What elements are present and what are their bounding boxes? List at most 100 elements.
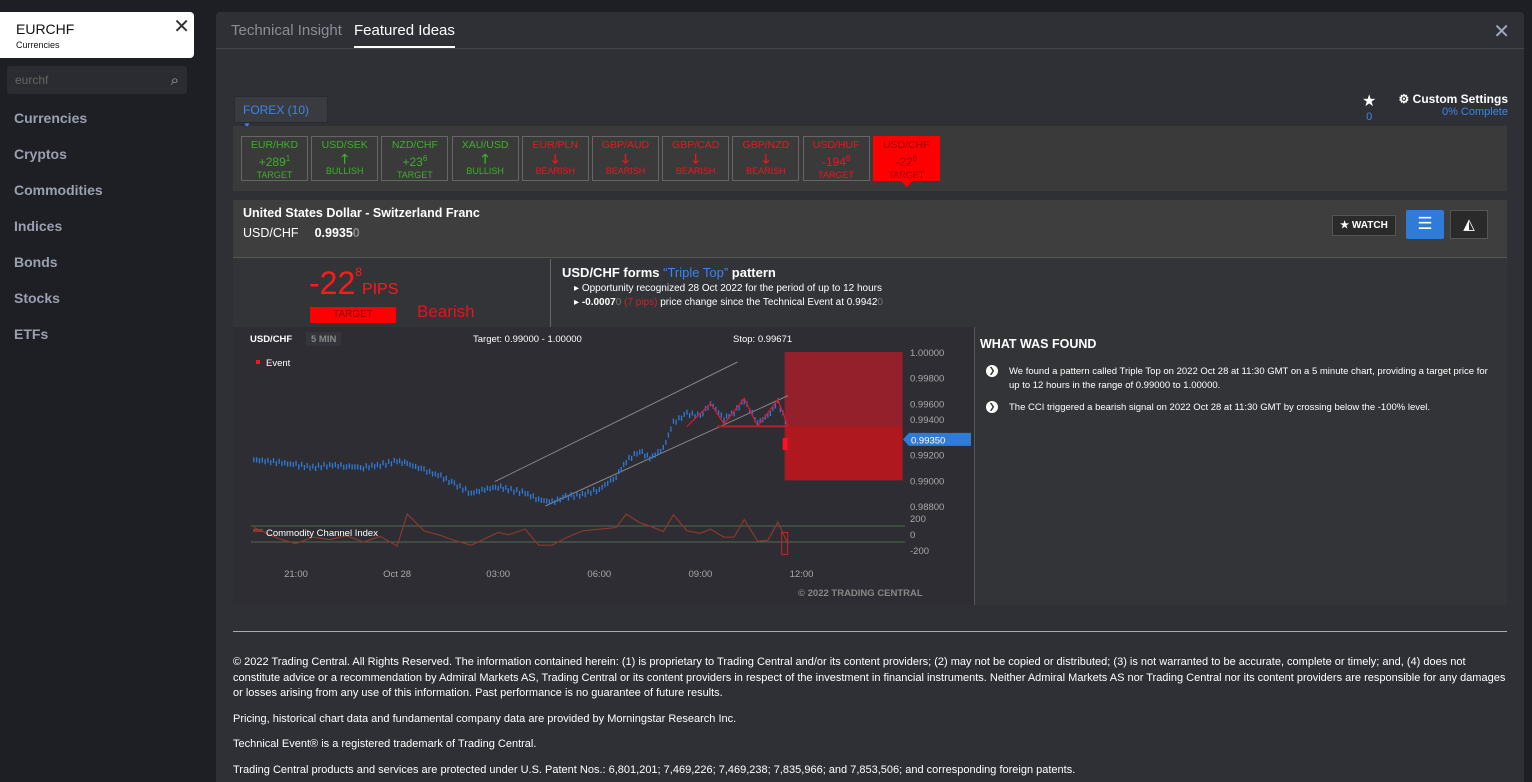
chart-copyright: © 2022 TRADING CENTRAL — [798, 588, 923, 599]
found-item: We found a pattern called Triple Top on … — [1009, 366, 1488, 391]
tab-bar: Technical Insight Featured Ideas ✕ — [216, 12, 1524, 49]
idea-value: +2891 — [242, 152, 307, 169]
cci-event-marker — [781, 531, 789, 555]
idea-label: BEARISH — [605, 166, 646, 176]
idea-label: TARGET — [888, 170, 925, 180]
idea-pair: GBP/NZD — [742, 139, 790, 151]
arrow-up-icon: 🡑 — [481, 151, 489, 166]
idea-value-number: +23 — [402, 155, 423, 169]
idea-pair: GBP/CAD — [672, 139, 720, 151]
disclaimer: © 2022 Trading Central. All Rights Reser… — [233, 655, 1513, 782]
idea-tile-gbpnzd[interactable]: GBP/NZD 🡓 BEARISH — [732, 136, 800, 181]
sidebar-item-bonds[interactable]: Bonds — [14, 254, 58, 270]
price-chart[interactable]: 1.00000 0.99800 0.99600 0.99400 0.99200 0.990… — [233, 327, 975, 605]
idea-tile-usdhuf[interactable]: USD/HUF -1948 TARGET — [802, 136, 870, 181]
channel-lower — [545, 395, 789, 507]
sidebar-item-cryptos[interactable]: Cryptos — [14, 146, 67, 162]
found-title: WHAT WAS FOUND — [980, 337, 1097, 351]
custom-settings-label: Custom Settings — [1412, 92, 1508, 106]
list-icon: ☰ — [1417, 214, 1433, 233]
idea-label: BEARISH — [675, 166, 716, 176]
x-tick-label: 09:00 — [689, 569, 713, 580]
sidebar-item-indices[interactable]: Indices — [14, 218, 63, 234]
idea-label: BEARISH — [535, 166, 576, 176]
x-tick-label: 06:00 — [587, 569, 611, 580]
instrument-price-pipette: 0 — [352, 226, 360, 240]
instrument-name: United States Dollar - Switzerland Franc — [243, 206, 480, 220]
current-price-label: 0.99350 — [911, 435, 945, 446]
y-tick-label: 0.99400 — [910, 415, 944, 426]
pattern-title-suffix: pattern — [728, 265, 776, 280]
sidebar-item-etfs[interactable]: ETFs — [14, 326, 49, 342]
chevron-down-icon: ▼ — [243, 121, 251, 130]
idea-pair: EUR/HKD — [250, 139, 299, 151]
idea-tile-gbpcad[interactable]: GBP/CAD 🡓 BEARISH — [662, 136, 730, 181]
sidebar-item-currencies[interactable]: Currencies — [14, 110, 88, 126]
sidebar-item-stocks[interactable]: Stocks — [14, 290, 60, 306]
target-zone-upper — [784, 352, 903, 427]
search-box: ⌕ — [7, 66, 187, 94]
channel-upper — [494, 361, 738, 483]
idea-tile-xauusd[interactable]: XAU/USD 🡑 BULLISH — [451, 136, 519, 181]
custom-settings[interactable]: ⚙ Custom Settings 0% Complete — [1399, 92, 1508, 118]
idea-tile-gbpaud[interactable]: GBP/AUD 🡓 BEARISH — [592, 136, 659, 181]
arrow-down-icon: 🡓 — [762, 151, 770, 166]
pips-summary: -228 PIPS TARGET Bearish — [233, 259, 551, 327]
chart-interval: 5 MIN — [311, 334, 336, 345]
y-tick-label: 0.99800 — [910, 374, 944, 385]
x-tick-label: 03:00 — [486, 569, 510, 580]
chart-svg: 1.00000 0.99800 0.99600 0.99400 0.99200 0.990… — [250, 332, 971, 599]
chart-target: Target: 0.99000 - 1.00000 — [473, 334, 582, 345]
search-icon[interactable]: ⌕ — [170, 71, 179, 89]
idea-label: TARGET — [396, 170, 433, 180]
idea-pair: EUR/PLN — [532, 139, 579, 151]
close-icon[interactable]: ✕ — [1493, 21, 1510, 43]
tab-technical-insight[interactable]: Technical Insight — [231, 22, 342, 39]
cci-tick-label: -200 — [910, 546, 929, 557]
watch-label: WATCH — [1351, 220, 1388, 231]
idea-tile-usdchf[interactable]: USD/CHF -228 TARGET — [872, 136, 940, 187]
star-icon: ★ — [1362, 93, 1377, 110]
triple-top-pattern — [686, 396, 789, 428]
idea-tile-eurhkd[interactable]: EUR/HKD +2891 TARGET — [241, 136, 308, 181]
chart-stop: Stop: 0.99671 — [733, 334, 792, 345]
idea-tile-usdsek[interactable]: USD/SEK 🡑 BULLISH — [311, 136, 379, 181]
watchlist-counter[interactable]: ★ 0 — [1362, 91, 1376, 123]
category-nav: Currencies Cryptos Commodities Indices B… — [14, 110, 103, 362]
watch-button[interactable]: ★ WATCH — [1332, 215, 1396, 236]
idea-label: TARGET — [256, 170, 293, 180]
instrument-price: 0.9935 — [314, 226, 353, 240]
tab-featured-ideas[interactable]: Featured Ideas — [354, 22, 455, 48]
ideas-strip: EUR/HKD +2891 TARGET USD/SEK 🡑 BULLISH NZD/CHF… — [233, 126, 1507, 191]
detail-header: United States Dollar - Switzerland Franc… — [233, 200, 1507, 258]
interval-badge — [306, 332, 341, 346]
list-view-button[interactable]: ☰ — [1406, 210, 1444, 239]
selected-symbol-card[interactable]: EURCHF Currencies ✕ — [0, 12, 194, 58]
pattern-title: USD/CHF forms — [562, 265, 664, 280]
idea-tile-eurpln[interactable]: EUR/PLN 🡓 BEARISH — [521, 136, 589, 181]
idea-label: BEARISH — [746, 166, 786, 176]
idea-pair: XAU/USD — [461, 139, 509, 151]
idea-pair: USD/CHF — [882, 139, 930, 151]
x-tick-label: 21:00 — [284, 569, 308, 580]
cci-line — [253, 512, 789, 547]
arrow-down-icon: 🡓 — [692, 151, 700, 166]
cci-tick-label: 200 — [910, 514, 926, 525]
y-tick-label: 0.99200 — [910, 451, 944, 462]
forex-filter-dropdown[interactable]: FOREX (10) ▼ — [234, 96, 328, 130]
chart-view-button[interactable]: ◭ — [1450, 210, 1488, 239]
pattern-info: USD/CHF forms “Triple Top” pattern ▸ Opp… — [562, 265, 883, 308]
main-panel: Technical Insight Featured Ideas ✕ FOREX… — [216, 12, 1524, 782]
search-input[interactable] — [15, 73, 171, 87]
idea-pair: GBP/AUD — [601, 139, 650, 151]
chevron-right-icon: ❯ — [986, 365, 998, 377]
idea-detail: United States Dollar - Switzerland Franc… — [233, 200, 1507, 605]
idea-label: TARGET — [818, 170, 855, 180]
close-icon[interactable]: ✕ — [173, 16, 190, 38]
arrow-down-icon: 🡓 — [622, 151, 629, 166]
y-tick-label: 0.99600 — [910, 399, 944, 410]
patent-text: Trading Central products and services ar… — [233, 763, 1076, 776]
idea-tile-nzdchf[interactable]: NZD/CHF +236 TARGET — [381, 136, 449, 181]
sidebar-item-commodities[interactable]: Commodities — [14, 182, 103, 198]
cci-tick-label: 0 — [910, 530, 915, 541]
